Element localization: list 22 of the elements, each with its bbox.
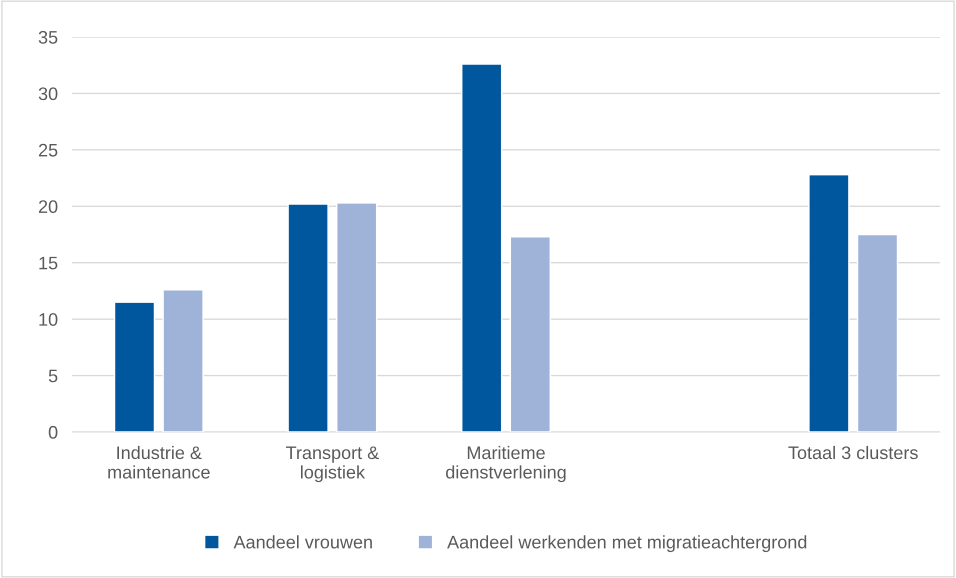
y-tick-label: 15 bbox=[39, 256, 58, 270]
y-tick-label: 0 bbox=[48, 426, 58, 439]
y-tick-label: 10 bbox=[39, 313, 58, 326]
legend-label: Aandeel vrouwen bbox=[234, 535, 372, 549]
y-tick-label: 5 bbox=[48, 370, 58, 382]
x-tick-label: Industrie & maintenance bbox=[108, 446, 210, 479]
bar bbox=[510, 236, 551, 432]
bar bbox=[162, 289, 204, 432]
bar bbox=[808, 174, 850, 432]
bar bbox=[114, 302, 156, 432]
x-tick-label: Totaal 3 clusters bbox=[788, 446, 918, 460]
y-tick-label: 20 bbox=[38, 200, 58, 214]
y-tick-label: 35 bbox=[38, 30, 58, 44]
bar bbox=[461, 63, 502, 432]
legend-label: Aandeel werkenden met migratieachtergrond bbox=[447, 535, 806, 552]
y-tick-label: 25 bbox=[38, 144, 58, 157]
bar bbox=[287, 203, 329, 432]
y-tick-label: 30 bbox=[38, 87, 58, 100]
bar bbox=[856, 234, 898, 432]
x-tick-label: Transport & logistiek bbox=[286, 446, 379, 482]
x-tick-label: Maritieme dienstverlening bbox=[446, 446, 566, 482]
bar bbox=[336, 202, 378, 432]
